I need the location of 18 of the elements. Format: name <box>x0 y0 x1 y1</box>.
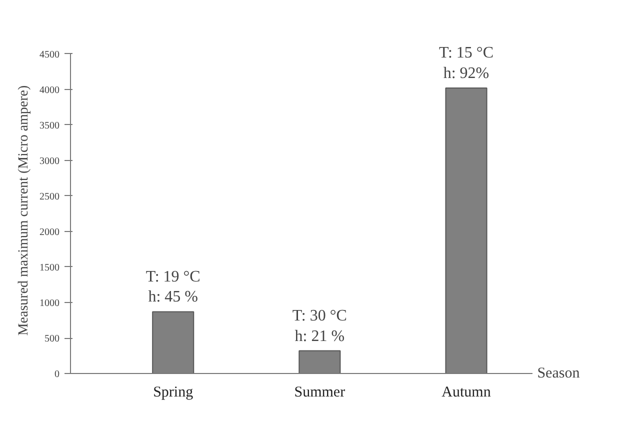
y-tick-label: 1500 <box>40 262 60 274</box>
y-tick-label: 4000 <box>40 84 60 96</box>
annotation: T: 15 °C h: 92% <box>439 44 494 82</box>
y-axis-title: Measured maximum current (Micro ampere) <box>16 84 32 336</box>
x-tick-label: Summer <box>294 384 346 401</box>
y-tick-label: 2500 <box>40 191 60 202</box>
x-axis-title: Season <box>537 366 580 382</box>
y-tick-label: 3500 <box>40 120 60 132</box>
x-tick-label: Spring <box>153 384 194 401</box>
y-tick-label: 500 <box>44 334 60 345</box>
x-tick-label: Autumn <box>442 384 492 401</box>
annotation: T: 19 °C h: 45 % <box>146 268 200 306</box>
y-tick-label: 4500 <box>40 49 60 60</box>
y-tick-label: 2000 <box>40 226 60 238</box>
annotation: T: 30 °C h: 21 % <box>292 307 347 345</box>
y-tick-label: 0 <box>54 369 60 380</box>
y-tick-label: 3000 <box>40 156 60 167</box>
y-tick-label: 1000 <box>40 298 60 309</box>
